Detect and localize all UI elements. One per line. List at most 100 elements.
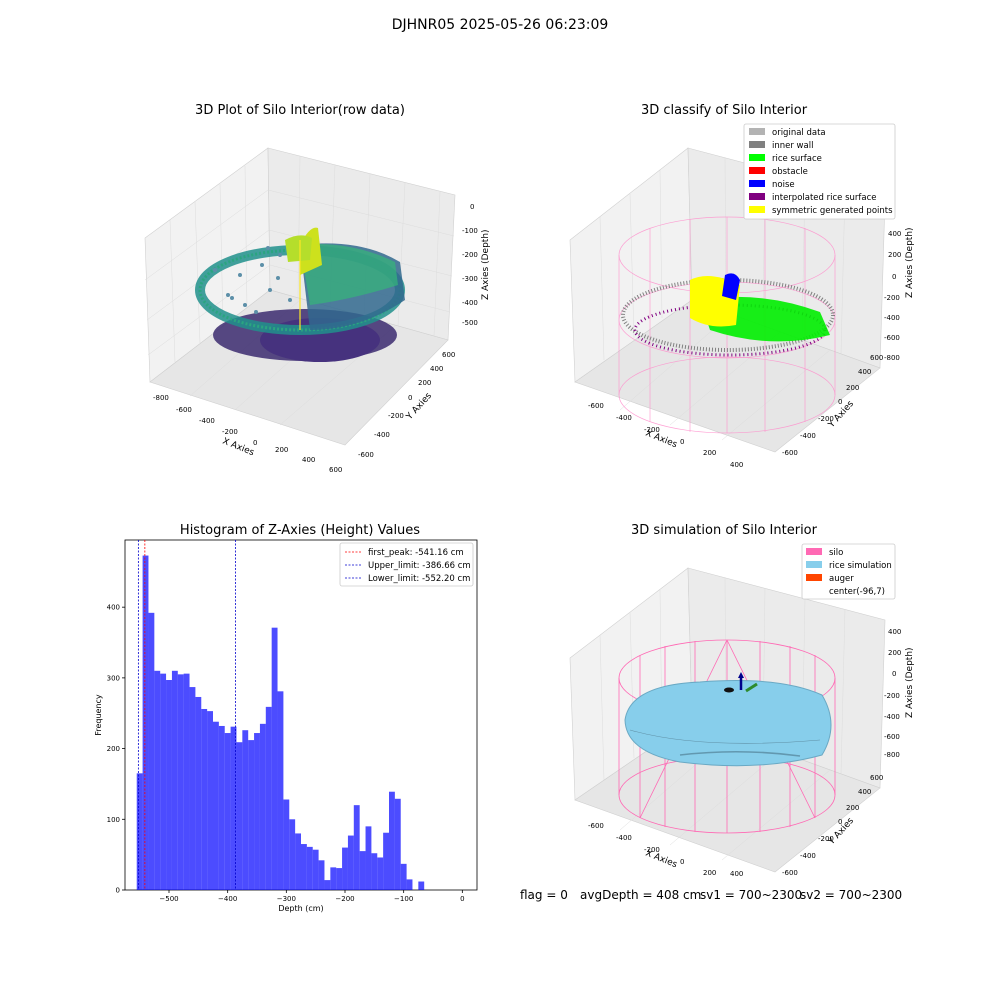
classify-ytick: -600	[782, 449, 798, 457]
classify-ztick: -600	[884, 334, 900, 342]
classify-ytick: -400	[800, 432, 816, 440]
classify-xtick: 400	[730, 461, 743, 469]
sim-xtick: 200	[703, 869, 716, 877]
raw-ztick: -300	[462, 275, 478, 283]
sim-ytick: -600	[782, 869, 798, 877]
classify-xtick: -200	[644, 426, 660, 434]
legend-swatch	[749, 141, 765, 148]
classify-panel-title: 3D classify of Silo Interior	[640, 103, 808, 118]
histogram-bar	[183, 673, 190, 890]
histogram-bar	[136, 773, 143, 890]
histogram-bar	[330, 867, 337, 890]
classify-legend: original data inner wall rice surface ob…	[743, 123, 896, 220]
simulation-legend: silo rice simulation auger center(-96,7)	[801, 543, 896, 600]
sim-xtick: -600	[588, 822, 604, 830]
raw-ytick: 400	[430, 365, 443, 373]
classify-3d-plot: -600 -400 -200 0 200 400 -600 -400 -200 …	[569, 123, 915, 469]
histogram-bar	[394, 798, 401, 890]
histogram-bar	[312, 849, 319, 890]
legend-label: silo	[829, 548, 843, 558]
raw-ytick: 0	[408, 394, 412, 402]
histogram-bar	[400, 863, 407, 890]
raw-ztick: 0	[470, 203, 474, 211]
raw-xtick: -600	[176, 406, 192, 414]
histogram-bar	[342, 847, 348, 890]
legend-label: obstacle	[772, 167, 808, 177]
legend-swatch	[806, 561, 822, 568]
raw-ytick: 600	[442, 351, 455, 359]
legend-label: rice simulation	[829, 561, 892, 571]
sim-ztick: 400	[888, 628, 901, 636]
classify-xtick: 200	[703, 449, 716, 457]
histogram-bar	[195, 696, 202, 890]
classify-zlabel: Z Axies (Depth)	[905, 227, 915, 298]
histogram-bar	[301, 844, 307, 890]
classify-xtick: -600	[588, 402, 604, 410]
legend-label: noise	[772, 180, 795, 190]
raw-ztick: -200	[462, 251, 478, 259]
classify-ytick: 0	[838, 398, 842, 406]
histogram-bar	[218, 725, 225, 890]
sim-zlabel: Z Axies (Depth)	[905, 647, 915, 718]
histogram-bar	[389, 791, 395, 890]
legend-label: auger	[829, 574, 854, 584]
classify-ztick: -400	[884, 314, 900, 322]
histogram-legend: first_peak: -541.16 cm Upper_limit: -386…	[339, 542, 474, 587]
classify-ztick: 200	[888, 251, 901, 259]
sim-xlabel: X Axies	[644, 849, 679, 871]
legend-swatch	[749, 180, 765, 187]
legend-swatch	[749, 167, 765, 174]
histogram-bar	[166, 680, 172, 890]
histogram-bar	[277, 691, 284, 890]
histogram-bar	[289, 819, 296, 890]
figure-title: DJHNR05 2025-05-26 06:23:09	[391, 17, 609, 33]
histogram-bar	[265, 706, 272, 890]
histogram-bar	[230, 726, 237, 890]
histogram-bar	[248, 740, 255, 890]
flag-text: flag = 0	[520, 888, 568, 902]
histogram-ytick-label: 300	[107, 674, 120, 682]
sim-ytick: 200	[846, 804, 859, 812]
histogram-xtick-label: −100	[394, 895, 413, 903]
raw-3d-plot: -800 -600 -400 -200 0 200 400 600 -600 -…	[144, 147, 491, 474]
raw-xtick: -200	[222, 428, 238, 436]
classify-xtick: 0	[680, 438, 684, 446]
classify-ytick: -200	[818, 415, 834, 423]
raw-ytick: -200	[388, 412, 404, 420]
histogram-bar	[207, 711, 213, 890]
classify-ytick: 600	[870, 354, 883, 362]
histogram-bar	[189, 687, 196, 890]
raw-xtick: 400	[302, 456, 315, 464]
legend-label: Lower_limit: -552.20 cm	[368, 574, 470, 584]
histogram-bar	[160, 673, 167, 890]
raw-panel-title: 3D Plot of Silo Interior(row data)	[195, 103, 405, 118]
histogram-chart: −500 −400 −300 −200 −100 0 0 100 200 300 400 Dept…	[94, 539, 478, 913]
legend-label: center(-96,7)	[829, 587, 885, 597]
histogram-xtick-label: 0	[460, 895, 464, 903]
raw-ytick: 200	[418, 379, 431, 387]
raw-ytick: -400	[374, 431, 390, 439]
sim-ztick: -600	[884, 733, 900, 741]
legend-label: symmetric generated points	[772, 206, 893, 216]
sim-ztick: -200	[884, 692, 900, 700]
histogram-bar	[295, 833, 301, 890]
sim-ztick: 200	[888, 649, 901, 657]
histogram-ytick-label: 0	[116, 887, 120, 895]
legend-swatch	[749, 154, 765, 161]
sv2-text: sv2 = 700~2300	[800, 888, 903, 902]
avg-depth-text: avgDepth = 408 cm	[580, 888, 702, 902]
legend-label: rice surface	[772, 154, 822, 164]
histogram-xtick-label: −400	[218, 895, 237, 903]
histogram-bar	[371, 853, 378, 890]
sim-xtick: -400	[616, 834, 632, 842]
histogram-bar	[336, 868, 343, 890]
histogram-bar	[154, 670, 161, 890]
histogram-ytick-label: 100	[107, 816, 120, 824]
histogram-bar	[177, 674, 184, 890]
sim-xtick: 400	[730, 870, 743, 878]
histogram-bar	[271, 627, 278, 890]
sim-ztick: -800	[884, 751, 900, 759]
sim-ytick: -400	[800, 852, 816, 860]
sim-xtick: -200	[644, 846, 660, 854]
histogram-bar	[242, 730, 249, 890]
